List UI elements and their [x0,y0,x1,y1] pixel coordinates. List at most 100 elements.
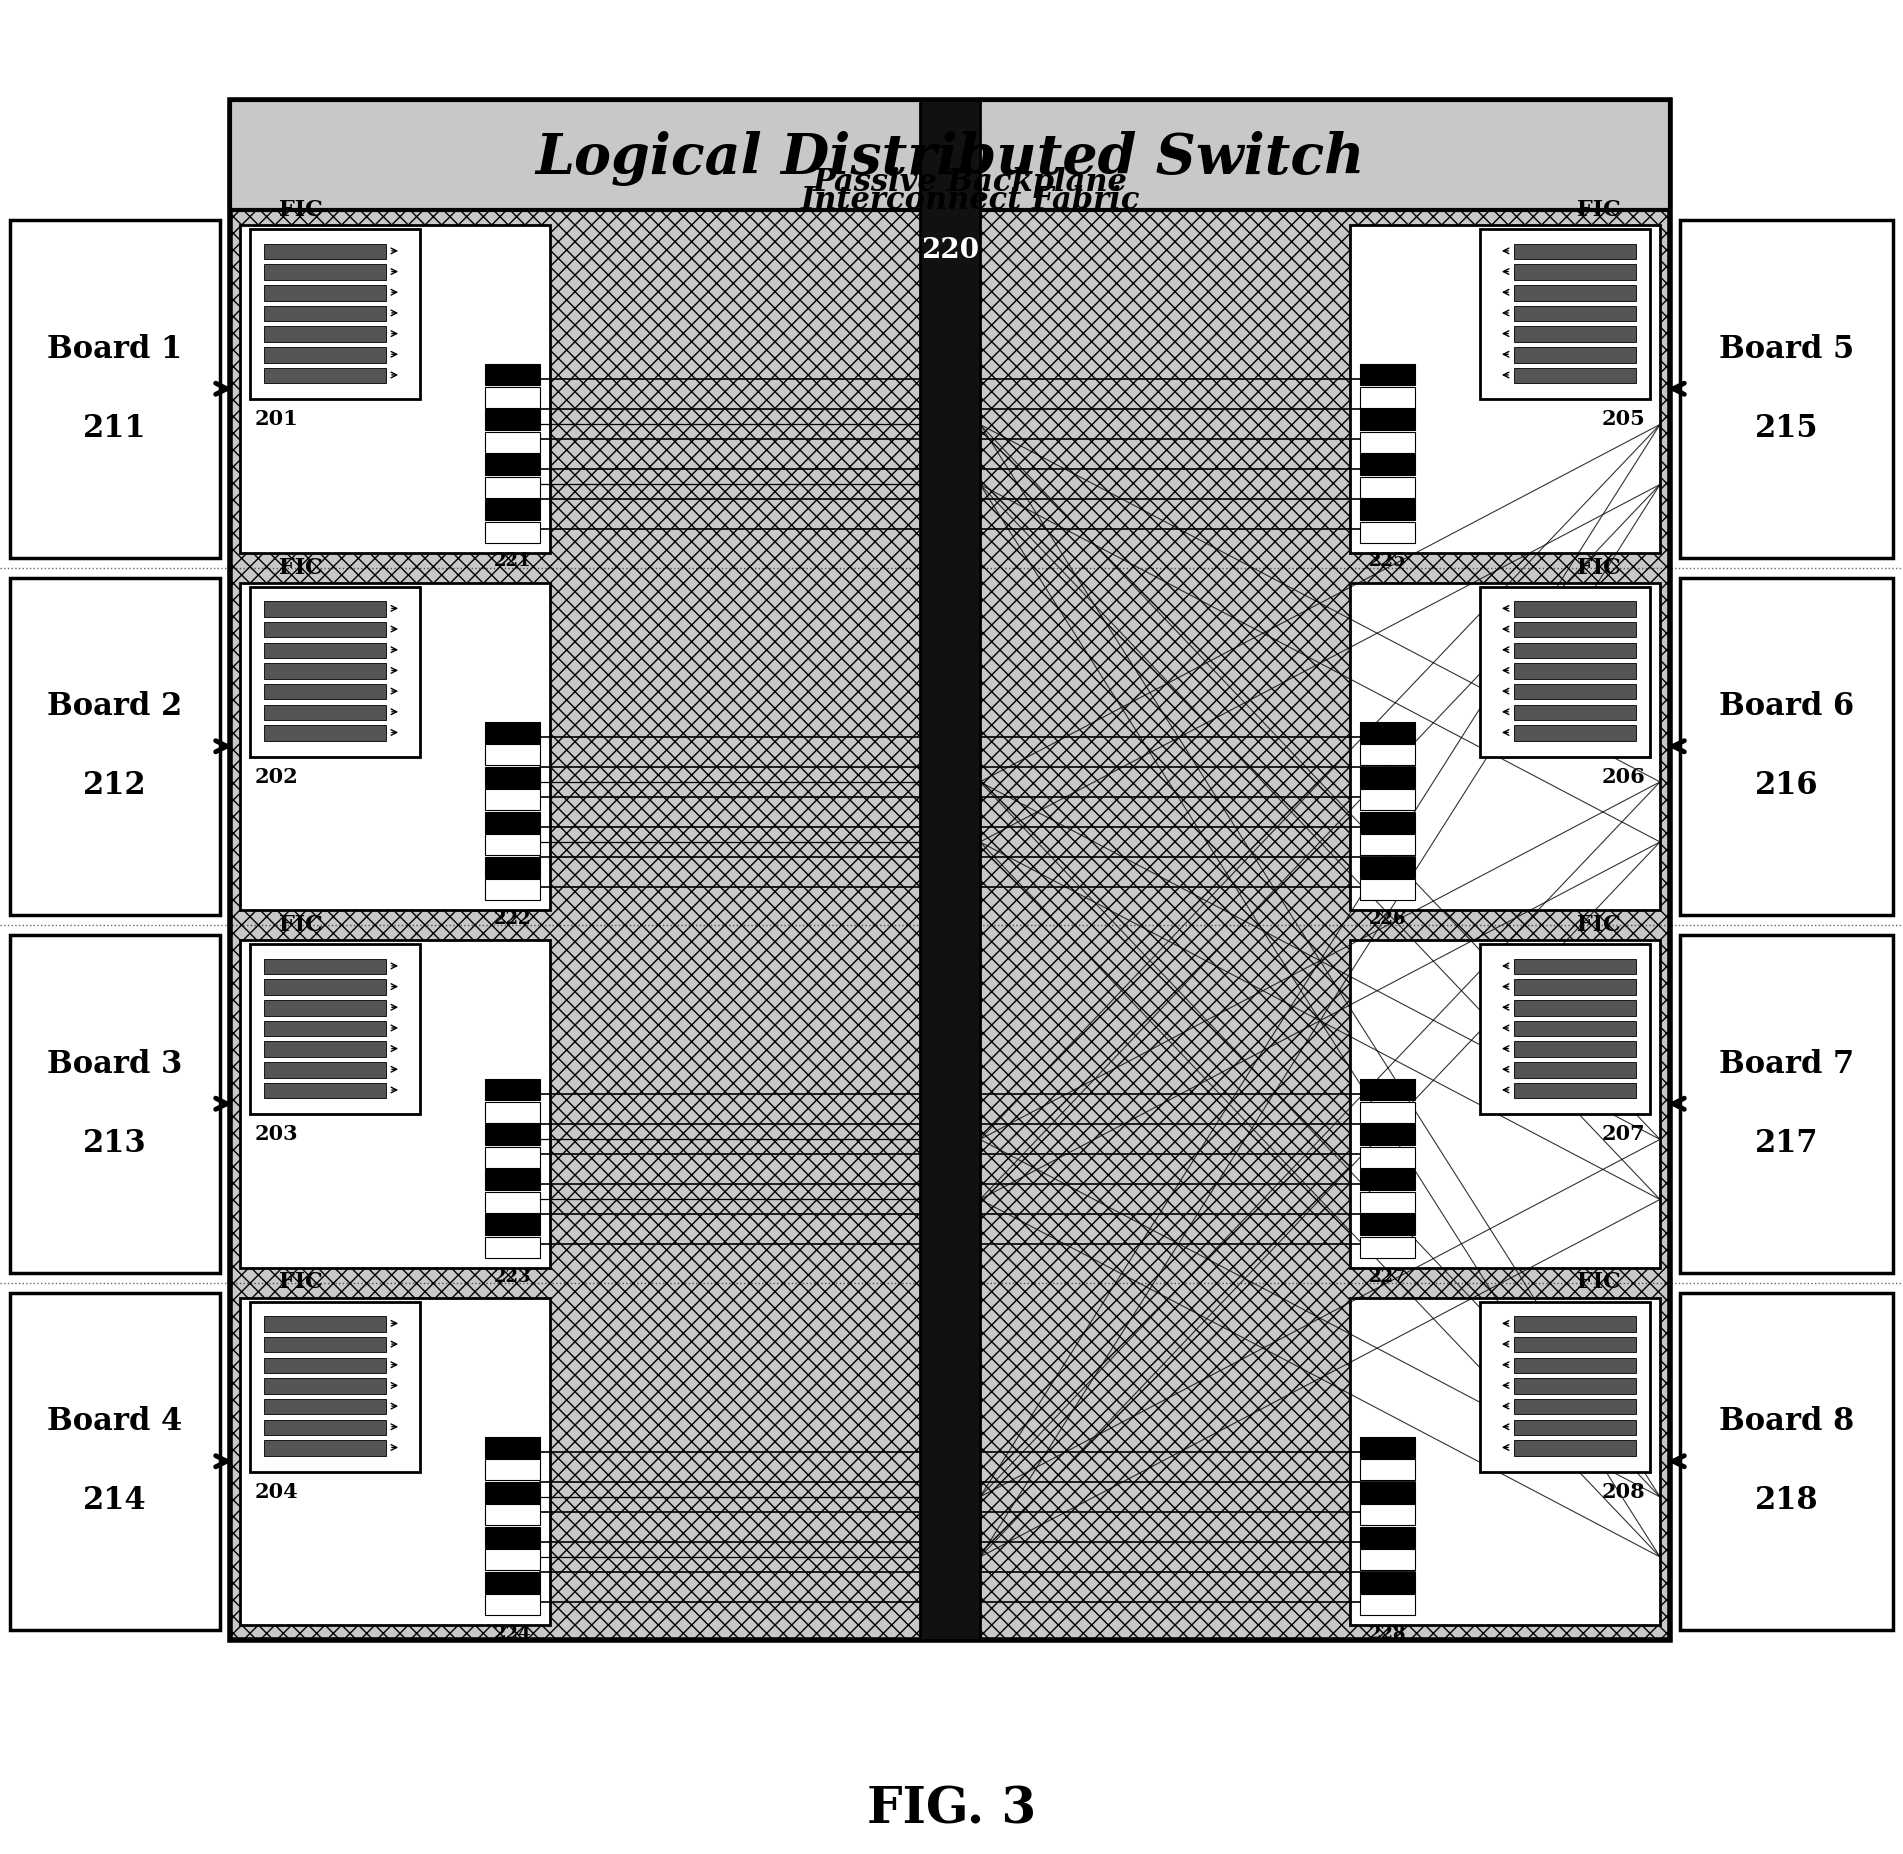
Bar [485,1528,540,1548]
Bar [485,1214,540,1235]
Bar [1515,664,1637,679]
Bar [485,790,540,810]
Text: 228: 228 [1368,1624,1406,1643]
Bar [265,621,386,638]
Bar [1515,243,1637,260]
Bar [265,265,386,280]
Bar [249,1302,421,1472]
Bar [1515,1357,1637,1374]
Text: Board 2: Board 2 [48,692,183,723]
Bar [1349,582,1659,910]
Text: 217: 217 [1755,1127,1817,1159]
Bar [1515,643,1637,658]
Bar [1680,221,1893,558]
Bar [265,684,386,699]
Text: Board 1: Board 1 [48,334,183,365]
Bar [485,857,540,877]
Bar [1361,1124,1416,1146]
Bar [249,586,421,756]
Text: FIC: FIC [280,1272,324,1294]
Bar [10,577,221,916]
Text: Board 6: Board 6 [1718,692,1854,723]
Bar [485,1192,540,1213]
Text: 202: 202 [255,768,299,786]
Text: 212: 212 [84,769,147,801]
Bar [1361,1237,1416,1257]
Text: 223: 223 [493,1268,531,1285]
Text: Passive Backplane: Passive Backplane [813,167,1127,198]
Bar [1481,1302,1650,1472]
Bar [265,1042,386,1057]
Bar [265,959,386,973]
Bar [1515,621,1637,638]
Bar [230,100,1671,210]
Text: 221: 221 [493,552,531,571]
Text: 222: 222 [493,910,531,929]
Bar [1361,432,1416,452]
Text: FIG. 3: FIG. 3 [868,1785,1035,1834]
Bar [1515,1316,1637,1331]
Bar [240,940,550,1268]
Bar [485,1504,540,1526]
Bar [1361,812,1416,832]
Text: Board 3: Board 3 [48,1049,183,1079]
Bar [1361,454,1416,475]
Bar [485,1550,540,1570]
Bar [1361,1214,1416,1235]
Bar [265,347,386,363]
Bar [265,725,386,742]
Bar [230,100,1671,1641]
Bar [1515,959,1637,973]
Text: 215: 215 [1755,413,1817,443]
Text: Board 4: Board 4 [48,1407,183,1437]
Bar [485,1148,540,1168]
Bar [10,1292,221,1630]
Text: 225: 225 [1368,552,1406,571]
Bar [1349,1298,1659,1624]
Bar [1515,1042,1637,1057]
Bar [919,100,980,1641]
Bar [485,387,540,408]
Text: FIC: FIC [280,914,324,936]
Bar [1515,1400,1637,1415]
Bar [265,664,386,679]
Bar [1361,790,1416,810]
Bar [485,476,540,497]
Text: 208: 208 [1602,1481,1644,1502]
Bar [485,1437,540,1457]
Bar [240,224,550,552]
Text: 203: 203 [255,1124,299,1144]
Text: 211: 211 [84,413,147,443]
Bar [1361,523,1416,543]
Bar [485,1079,540,1099]
Text: 204: 204 [255,1481,299,1502]
Bar [485,1170,540,1190]
Bar [265,1062,386,1077]
Bar [1361,1079,1416,1099]
Bar [485,454,540,475]
Bar [1361,768,1416,788]
Bar [1515,1337,1637,1352]
Text: 207: 207 [1602,1124,1644,1144]
Bar [485,721,540,743]
Bar [1361,1550,1416,1570]
Bar [1481,944,1650,1114]
Bar [265,643,386,658]
Bar [485,1572,540,1593]
Bar [485,1101,540,1124]
Text: 205: 205 [1600,410,1644,430]
Bar [10,221,221,558]
Bar [265,1316,386,1331]
Bar [1680,1292,1893,1630]
Bar [1515,1420,1637,1435]
Text: Board 7: Board 7 [1718,1049,1854,1079]
Bar [485,410,540,430]
Bar [1481,230,1650,399]
Bar [1515,1083,1637,1098]
Bar [1515,265,1637,280]
Bar [10,934,221,1272]
Bar [265,705,386,719]
Bar [485,1594,540,1615]
Text: 206: 206 [1600,768,1644,786]
Bar [265,367,386,384]
